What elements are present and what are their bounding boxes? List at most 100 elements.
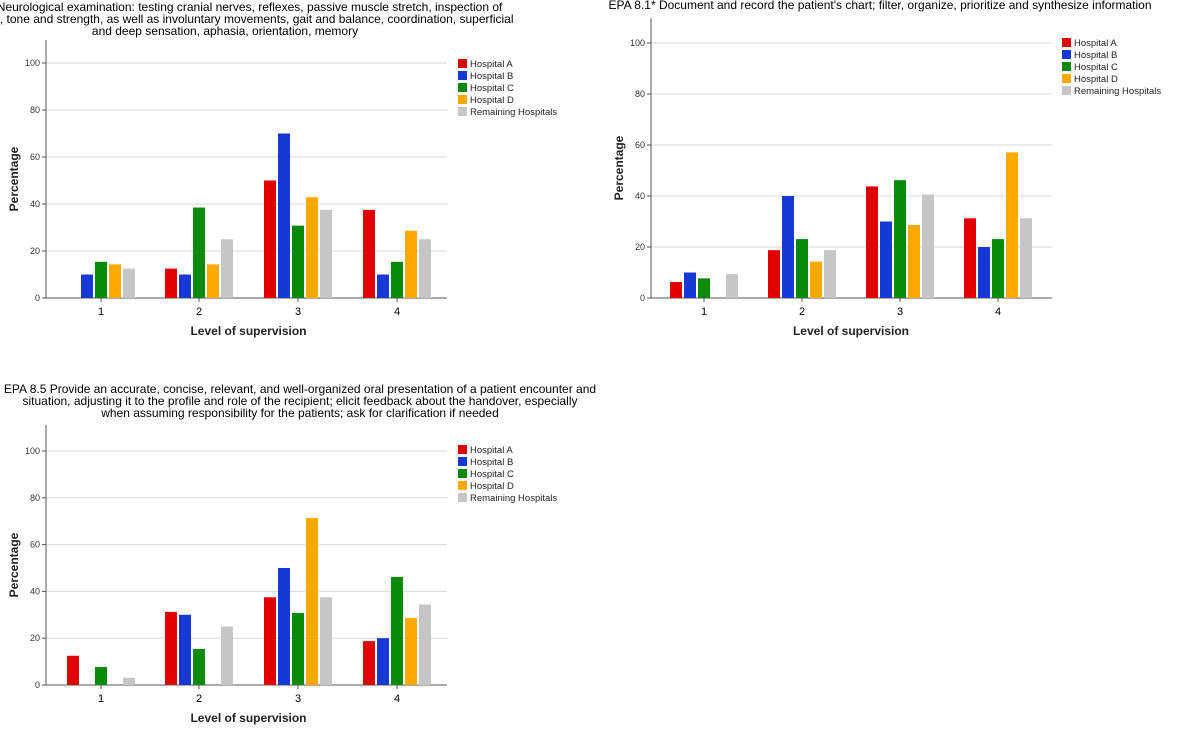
bar-hospital-c-level-2 — [796, 239, 808, 298]
legend-label: Hospital B — [1074, 50, 1117, 61]
x-tick-label: 1 — [98, 693, 104, 705]
y-tick-label: 20 — [635, 242, 645, 252]
y-axis-label: Percentage — [7, 146, 21, 211]
chart-2: EPA 8.1* Document and record the patient… — [608, 0, 1161, 338]
legend-swatch — [458, 481, 467, 490]
bar-hospital-c-level-1 — [698, 278, 710, 298]
y-tick-label: 40 — [635, 191, 645, 201]
bar-hospital-b-level-1 — [81, 274, 93, 298]
legend-label: Hospital C — [470, 469, 514, 480]
legend-label: Hospital D — [470, 95, 514, 106]
legend-swatch — [1062, 38, 1071, 47]
bar-hospital-a-level-3 — [866, 186, 878, 298]
bar-hospital-c-level-1 — [95, 666, 107, 685]
bar-remaining-hospitals-level-3 — [320, 209, 332, 298]
chart-title-line: EPA 8.1* Document and record the patient… — [608, 0, 1151, 12]
bar-hospital-a-level-4 — [363, 209, 375, 298]
bar-hospital-c-level-3 — [292, 225, 304, 298]
bar-hospital-d-level-4 — [1006, 152, 1018, 298]
bar-hospital-b-level-2 — [179, 274, 191, 298]
chart-title-line: situation, adjusting it to the profile a… — [22, 394, 577, 408]
bar-hospital-c-level-4 — [992, 239, 1004, 298]
bar-remaining-hospitals-level-3 — [320, 597, 332, 685]
legend-label: Remaining Hospitals — [1074, 86, 1161, 97]
bar-remaining-hospitals-level-1 — [726, 274, 738, 298]
y-tick-label: 60 — [30, 152, 40, 162]
legend-label: Hospital A — [470, 59, 513, 70]
bar-hospital-c-level-3 — [894, 180, 906, 298]
y-tick-label: 80 — [30, 105, 40, 115]
bar-hospital-d-level-3 — [908, 225, 920, 298]
chart-title-line: muscle bulk, tone and strength, as well … — [0, 12, 513, 26]
bar-hospital-d-level-4 — [405, 230, 417, 298]
chart-title-line: EPA 2dd Neurological examination: testin… — [0, 0, 503, 14]
bar-hospital-a-level-1 — [670, 282, 682, 298]
x-tick-label: 4 — [394, 306, 400, 318]
x-axis-label: Level of supervision — [190, 711, 306, 725]
x-tick-label: 1 — [701, 306, 707, 318]
bar-hospital-b-level-2 — [179, 614, 191, 685]
bar-hospital-a-level-4 — [363, 641, 375, 685]
bar-hospital-a-level-3 — [264, 597, 276, 685]
y-tick-label: 40 — [30, 586, 40, 596]
bar-hospital-b-level-2 — [782, 196, 794, 298]
legend-swatch — [458, 445, 467, 454]
bar-hospital-b-level-1 — [684, 272, 696, 298]
bar-hospital-b-level-3 — [278, 568, 290, 685]
legend-swatch — [458, 83, 467, 92]
x-tick-label: 2 — [196, 693, 202, 705]
y-tick-label: 100 — [630, 38, 645, 48]
x-axis-label: Level of supervision — [793, 324, 909, 338]
y-tick-label: 80 — [635, 89, 645, 99]
y-axis-label: Percentage — [7, 532, 21, 597]
bar-hospital-a-level-3 — [264, 180, 276, 298]
bar-remaining-hospitals-level-1 — [123, 268, 135, 298]
x-tick-label: 4 — [394, 693, 400, 705]
x-tick-label: 2 — [799, 306, 805, 318]
legend-swatch — [458, 71, 467, 80]
y-tick-label: 20 — [30, 246, 40, 256]
legend-label: Hospital C — [470, 83, 514, 94]
legend-label: Hospital A — [470, 445, 513, 456]
legend-swatch — [1062, 86, 1071, 95]
y-tick-label: 60 — [635, 140, 645, 150]
bar-hospital-b-level-4 — [978, 247, 990, 298]
legend-swatch — [458, 95, 467, 104]
bar-hospital-d-level-3 — [306, 197, 318, 298]
bar-hospital-b-level-3 — [880, 221, 892, 298]
bar-hospital-c-level-1 — [95, 261, 107, 298]
x-tick-label: 3 — [295, 693, 301, 705]
y-tick-label: 60 — [30, 540, 40, 550]
bar-hospital-d-level-3 — [306, 517, 318, 685]
x-tick-label: 3 — [295, 306, 301, 318]
bar-hospital-d-level-2 — [207, 264, 219, 298]
bar-remaining-hospitals-level-2 — [221, 239, 233, 298]
y-tick-label: 0 — [35, 680, 40, 690]
x-tick-label: 1 — [98, 306, 104, 318]
legend-label: Hospital D — [470, 481, 514, 492]
legend-label: Hospital B — [470, 457, 513, 468]
bar-remaining-hospitals-level-4 — [419, 239, 431, 298]
y-axis-label: Percentage — [612, 135, 626, 200]
bar-hospital-d-level-4 — [405, 618, 417, 685]
legend-label: Remaining Hospitals — [470, 107, 557, 118]
y-tick-label: 100 — [25, 58, 40, 68]
bar-hospital-a-level-2 — [768, 250, 780, 298]
y-tick-label: 80 — [30, 493, 40, 503]
legend-label: Hospital B — [470, 71, 513, 82]
y-tick-label: 20 — [30, 633, 40, 643]
bar-hospital-b-level-4 — [377, 638, 389, 685]
legend-label: Remaining Hospitals — [470, 493, 557, 504]
legend-swatch — [1062, 50, 1071, 59]
chart-title-line: when assuming responsibility for the pat… — [100, 406, 499, 420]
bar-hospital-d-level-1 — [109, 264, 121, 298]
legend-swatch — [458, 107, 467, 116]
bar-hospital-d-level-2 — [810, 261, 822, 298]
x-tick-label: 4 — [995, 306, 1001, 318]
chart-title-line: EPA 8.5 Provide an accurate, concise, re… — [4, 382, 596, 396]
y-tick-label: 0 — [640, 293, 645, 303]
